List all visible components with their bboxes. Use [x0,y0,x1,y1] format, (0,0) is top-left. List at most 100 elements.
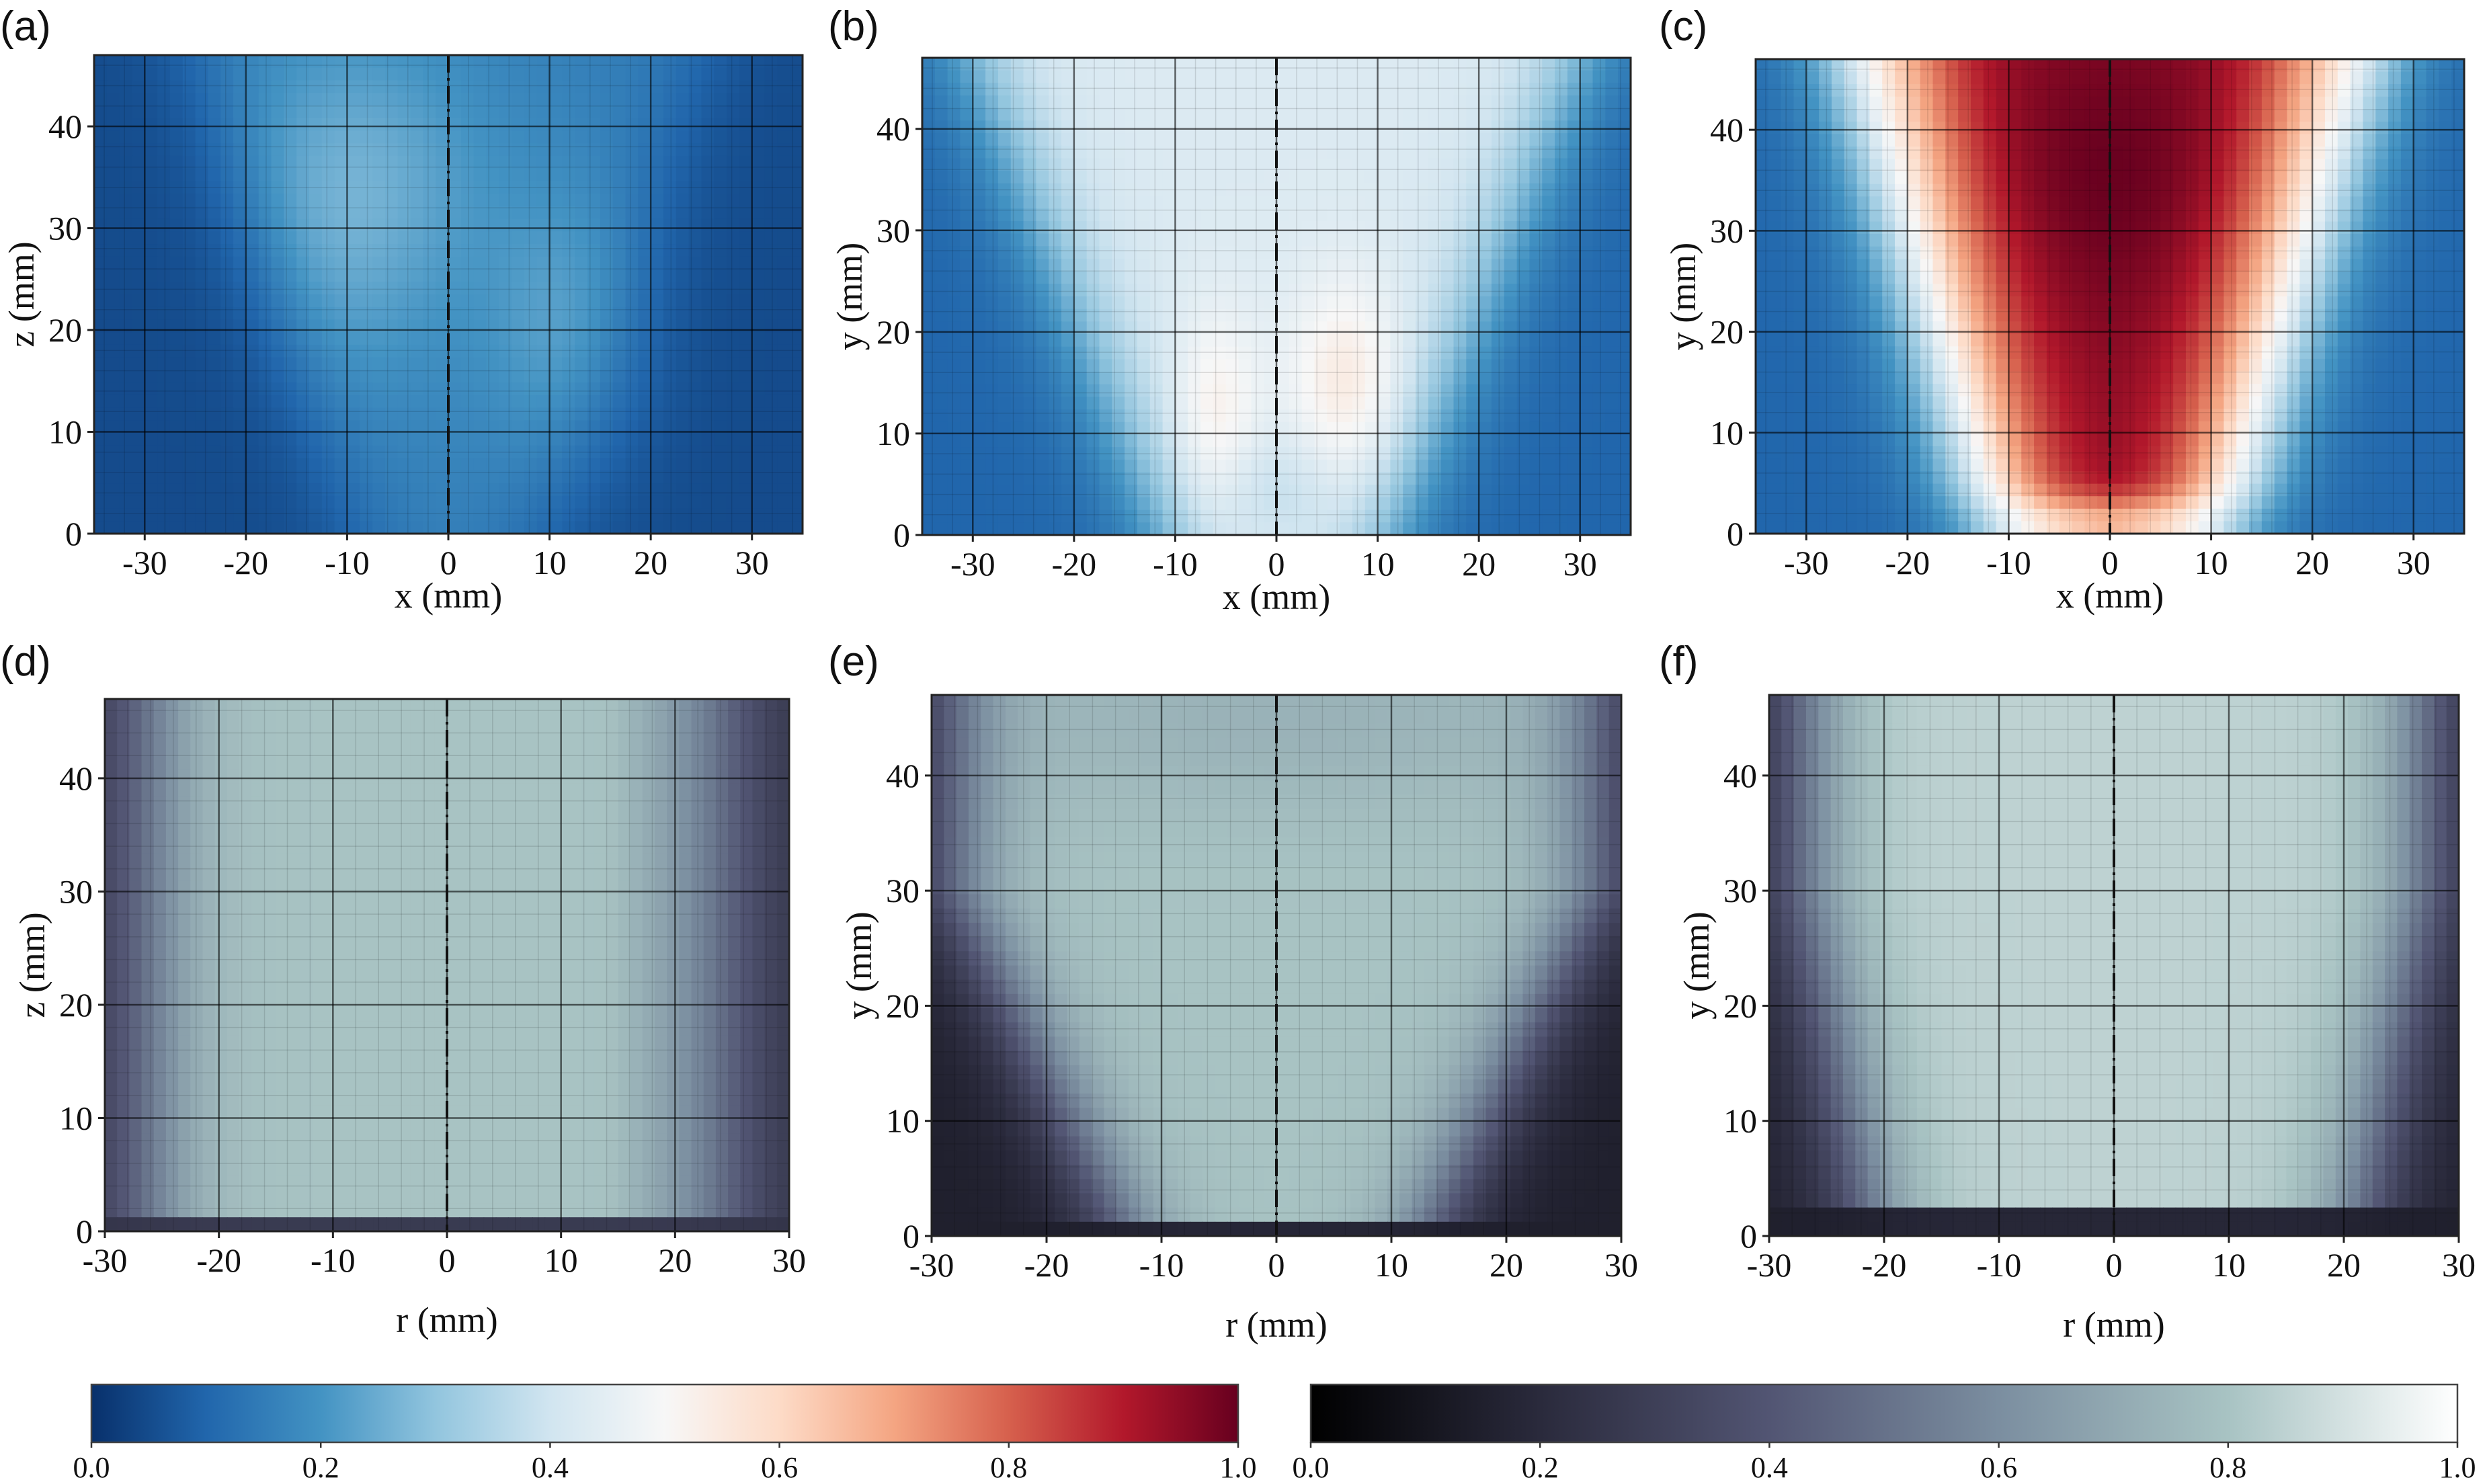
colorbar-tick-label: 0.8 [2209,1451,2246,1484]
x-tick-label: -30 [950,545,995,583]
x-tick-label: 0 [2106,1246,2123,1284]
x-tick-label: 20 [2295,544,2329,581]
x-tick-label: -10 [325,544,370,581]
x-tick-label: 0 [1268,545,1285,583]
y-tick-label: 20 [876,313,910,351]
heatmap-image [922,58,1631,535]
y-tick-label: 40 [886,757,920,794]
y-tick-label: 30 [1723,872,1757,909]
y-tick-label: 0 [1740,1217,1757,1255]
y-tick-label: 10 [1710,414,1744,452]
x-tick-label: 20 [1490,1246,1523,1284]
y-axis-label: z (mm) [12,912,52,1018]
x-tick-label: 30 [2442,1246,2476,1284]
x-tick-label: -20 [196,1241,241,1279]
y-tick-label: 30 [876,212,910,249]
y-tick-label: 10 [1723,1102,1757,1140]
x-axis-label: r (mm) [1225,1305,1327,1345]
y-tick-label: 40 [1710,111,1744,149]
x-tick-label: -10 [311,1241,356,1279]
x-tick-label: 20 [2327,1246,2361,1284]
y-tick-label: 40 [48,108,82,145]
panels: -30 -20 -10 0 10 20 30 0 10 20 30 40 x (mm) z (mm) (a)… [0,3,2476,1345]
y-tick-label: 40 [1723,757,1757,794]
y-tick-label: 10 [876,415,910,452]
y-tick-label: 0 [1727,515,1744,552]
y-axis-label: y (mm) [839,911,879,1019]
y-tick-label: 20 [1723,987,1757,1024]
colorbar-tick-label: 0.0 [1293,1451,1330,1484]
colorbar-tick-label: 0.2 [302,1451,339,1484]
y-tick-label: 30 [886,872,920,909]
x-tick-label: 30 [1604,1246,1638,1284]
x-tick-label: 20 [658,1241,692,1279]
panel-a: -30 -20 -10 0 10 20 30 0 10 20 30 40 x (mm) z (mm) (a) [0,3,804,616]
panel-d: -30 -20 -10 0 10 20 30 0 10 20 30 40 r (mm) z (mm) (d) [0,638,806,1340]
panel-letter: (d) [0,638,51,685]
x-tick-label: 20 [634,544,667,581]
y-tick-label: 20 [59,986,93,1024]
y-tick-label: 40 [876,110,910,148]
x-axis-label: x (mm) [1223,577,1330,617]
panel-letter: (b) [828,3,879,50]
y-tick-label: 0 [903,1217,920,1255]
colorbar-bone: 0.0 0.2 0.4 0.6 0.8 1.0 [1293,1383,2476,1484]
panel-e: -30 -20 -10 0 10 20 30 0 10 20 30 40 r (mm) y (mm) (e) [828,638,1638,1345]
y-axis-label: y (mm) [1676,911,1717,1019]
x-tick-label: -20 [1862,1246,1907,1284]
panel-letter: (e) [828,638,879,685]
x-axis-label: r (mm) [396,1300,497,1340]
x-tick-label: -30 [909,1246,954,1284]
colorbar-gradient [1309,1383,2459,1444]
x-tick-label: 30 [772,1241,806,1279]
heatmap-image [1756,59,2464,534]
colorbar-tick-label: 0.0 [73,1451,110,1484]
y-tick-label: 40 [59,759,93,797]
x-tick-label: -10 [1986,544,2031,581]
heatmap-image [105,699,789,1231]
colorbar-tick-label: 1.0 [2439,1451,2476,1484]
x-tick-label: -30 [1747,1246,1792,1284]
heatmap-image [94,55,803,534]
x-tick-label: -20 [1885,544,1930,581]
y-axis-label: y (mm) [1663,243,1703,350]
x-tick-label: 10 [2195,544,2228,581]
y-tick-label: 0 [76,1212,93,1250]
colorbar-gradient [90,1383,1239,1444]
x-tick-label: 0 [439,1241,456,1279]
y-tick-label: 30 [1710,212,1744,249]
x-tick-label: 30 [1563,545,1597,583]
x-tick-label: -30 [83,1241,128,1279]
x-axis-label: r (mm) [2063,1305,2164,1345]
heatmap-image [1769,695,2459,1236]
x-tick-label: -30 [1784,544,1829,581]
y-tick-label: 0 [893,516,910,554]
x-tick-label: -10 [1153,545,1198,583]
y-tick-label: 20 [1710,313,1744,351]
x-tick-label: 10 [1361,545,1395,583]
panel-b: -30 -20 -10 0 10 20 30 0 10 20 30 40 x (mm) y (mm) (b) [828,3,1632,617]
x-tick-label: 0 [1268,1246,1285,1284]
colorbar-tick-label: 0.8 [990,1451,1027,1484]
y-tick-label: 30 [59,872,93,910]
y-tick-label: 0 [65,515,82,552]
colorbar-bwr: 0.0 0.2 0.4 0.6 0.8 1.0 [73,1383,1257,1484]
x-tick-label: 10 [2212,1246,2246,1284]
y-tick-label: 20 [886,987,920,1024]
x-tick-label: 30 [2397,544,2431,581]
y-tick-label: 10 [59,1099,93,1137]
x-tick-label: 10 [1375,1246,1408,1284]
x-tick-label: 10 [533,544,567,581]
x-tick-label: -30 [122,544,167,581]
panel-f: -30 -20 -10 0 10 20 30 0 10 20 30 40 r (mm) y (mm) (f) [1659,638,2476,1345]
y-tick-label: 20 [48,311,82,349]
x-tick-label: 10 [544,1241,578,1279]
colorbar-tick-label: 0.6 [761,1451,798,1484]
panel-letter: (c) [1659,3,1707,50]
colorbar-tick-label: 1.0 [1220,1451,1257,1484]
y-axis-label: y (mm) [829,243,870,350]
x-tick-label: -10 [1139,1246,1184,1284]
colorbar-tick-label: 0.2 [1522,1451,1559,1484]
x-axis-label: x (mm) [395,575,502,616]
